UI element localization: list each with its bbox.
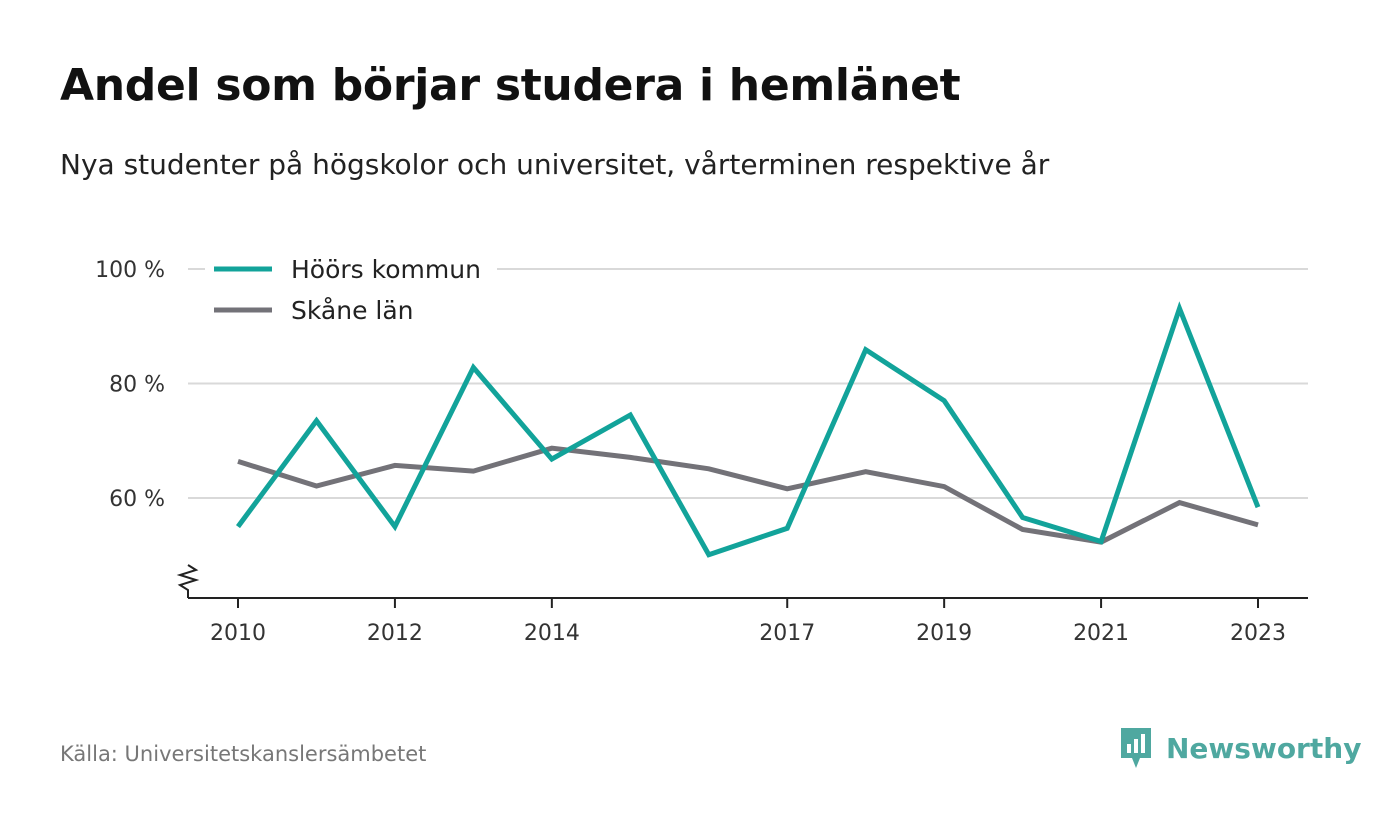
brand-name: Newsworthy	[1166, 731, 1362, 765]
legend: Höörs kommun Skåne län	[205, 250, 497, 328]
x-tick-label: 2017	[759, 621, 815, 646]
line-chart: 60 %80 %100 % 2010 2012 2014 2017 2019 2021 20…	[95, 250, 1308, 646]
source-note: Källa: Universitetskanslersämbetet	[60, 742, 427, 766]
y-axis-ticks: 60 % 80 % 100 %	[95, 258, 165, 512]
y-tick-label: 60 %	[109, 487, 165, 512]
axis-break-icon	[176, 564, 200, 598]
y-tick-label: 80 %	[109, 373, 165, 398]
x-tick-label: 2014	[524, 621, 580, 646]
legend-background	[205, 250, 497, 328]
series-lines	[235, 301, 1261, 558]
x-tick-label: 2019	[916, 621, 972, 646]
brand: Newsworthy	[1118, 726, 1361, 770]
legend-label: Höörs kommun	[291, 255, 481, 284]
y-tick-label: 100 %	[95, 258, 165, 283]
x-tick-label: 2021	[1073, 621, 1129, 646]
chart-subtitle: Nya studenter på högskolor och universit…	[60, 148, 1050, 181]
legend-label: Skåne län	[291, 296, 414, 325]
newsworthy-logo-icon	[1121, 728, 1151, 768]
x-tick-label: 2023	[1230, 621, 1286, 646]
chart-title: Andel som börjar studera i hemlänet	[60, 60, 961, 111]
x-tick-label: 2010	[210, 621, 266, 646]
x-axis: 2010 2012 2014 2017 2019 2021 2023	[176, 564, 1308, 646]
series-line-Höörs kommun	[235, 301, 1261, 558]
x-tick-label: 2012	[367, 621, 423, 646]
